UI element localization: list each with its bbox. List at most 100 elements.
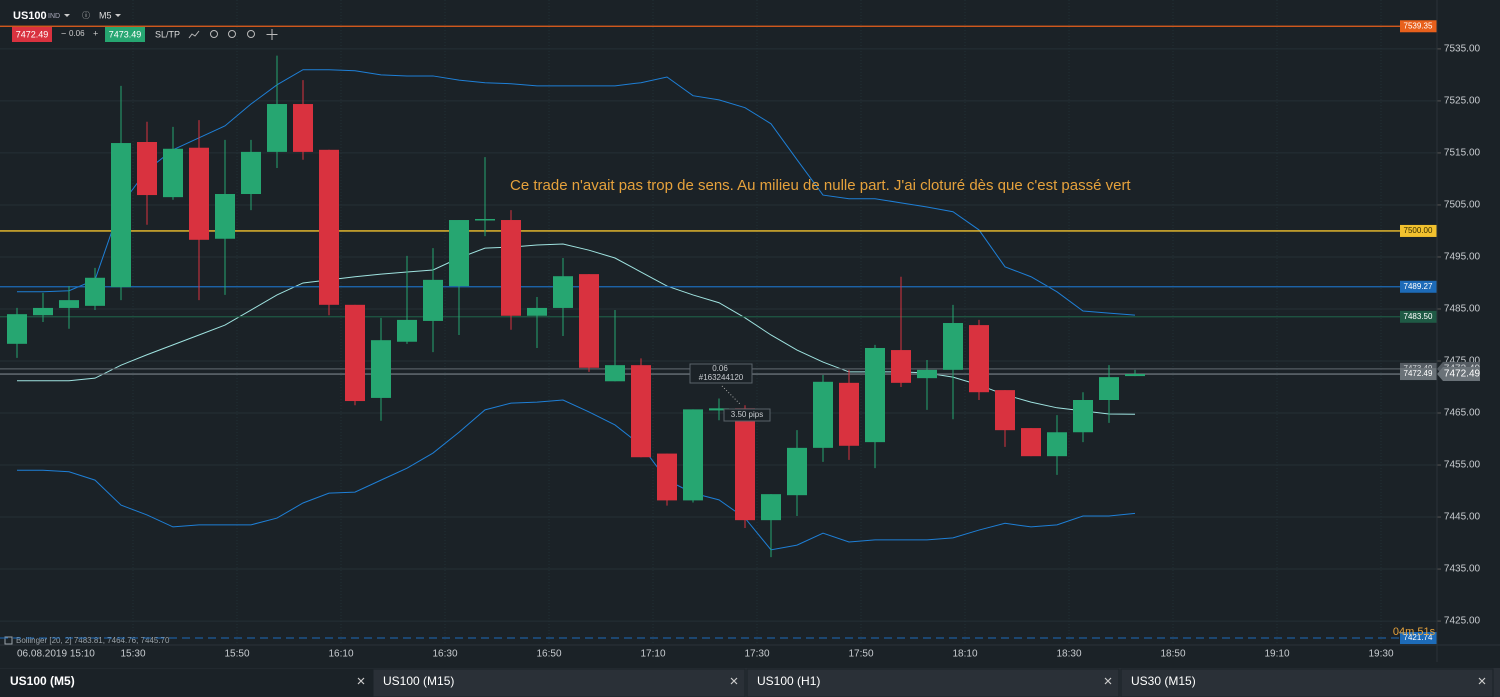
candle-body <box>423 279 443 321</box>
bollinger-lower <box>17 399 1136 551</box>
tab-close[interactable] <box>357 677 365 685</box>
symbol[interactable]: US100 <box>13 10 47 22</box>
candle-body <box>449 220 469 287</box>
countdown: 04m 51s <box>1393 626 1436 638</box>
toolbar-icons[interactable] <box>188 29 278 40</box>
sltp-button[interactable]: SL/TP <box>155 29 180 39</box>
candle-body <box>189 147 209 240</box>
x-tick-label: 16:10 <box>328 649 353 660</box>
candle-body <box>111 143 131 288</box>
price-tag <box>1400 632 1437 645</box>
candle-body <box>59 300 79 308</box>
sell-button[interactable] <box>12 27 52 42</box>
price-tag-label: 7489.27 <box>1404 282 1433 291</box>
order-box[interactable] <box>689 363 753 384</box>
candle-body <box>865 347 885 443</box>
axis-price-tag <box>1437 367 1480 382</box>
minus-button[interactable]: − <box>61 28 66 38</box>
tab-close[interactable] <box>730 677 738 685</box>
candle-body <box>1047 432 1067 457</box>
bollinger-upper <box>17 69 1136 316</box>
candle-body <box>995 390 1015 431</box>
y-tick-label: 7435.00 <box>1444 564 1481 575</box>
candle-body <box>553 276 573 308</box>
bid-price[interactable]: 7472.49 <box>16 29 49 39</box>
tab[interactable] <box>372 668 746 697</box>
candle-body <box>7 314 27 344</box>
candle-body <box>475 218 495 221</box>
y-tick-label: 7465.00 <box>1444 408 1481 419</box>
spread: 0.06 <box>69 29 85 38</box>
indicator-legend: Bollinger [20, 2] 7483.81, 7464.76, 7445… <box>16 636 170 645</box>
x-tick-label: 19:10 <box>1264 649 1289 660</box>
tab-label[interactable]: US100 (H1) <box>757 674 820 688</box>
candle-body <box>1125 374 1145 377</box>
candle-body <box>215 194 235 239</box>
candle-body <box>501 220 521 316</box>
candle-body <box>85 277 105 306</box>
y-tick-label: 7505.00 <box>1444 200 1481 211</box>
tab-label[interactable]: US100 (M15) <box>383 674 454 688</box>
timeframe[interactable]: M5 <box>99 10 112 20</box>
axis-price-label: 7472.49 <box>1444 369 1481 380</box>
pips-box <box>723 408 771 422</box>
x-tick-label: 18:10 <box>952 649 977 660</box>
candle-body <box>345 304 365 402</box>
plus-button[interactable]: + <box>93 28 98 38</box>
price-tag <box>1400 310 1437 323</box>
y-tick-label: 7475.00 <box>1444 356 1481 367</box>
x-tick-label: 06.08.2019 15:10 <box>17 649 95 660</box>
y-tick-label: 7485.00 <box>1444 304 1481 315</box>
candle-body <box>163 148 183 198</box>
order-distance: 3.50 pips <box>731 410 763 419</box>
dropdown-icon[interactable] <box>115 14 121 17</box>
y-tick-label: 7425.00 <box>1444 616 1481 627</box>
timeframe-icon: ⓘ <box>82 11 90 20</box>
candle-body <box>891 350 911 383</box>
y-tick-label: 7535.00 <box>1444 44 1481 55</box>
candle-body <box>527 307 547 316</box>
x-tick-label: 19:30 <box>1368 649 1393 660</box>
candle-body <box>761 494 781 521</box>
price-tag-label: 7483.50 <box>1404 312 1433 321</box>
tab-close[interactable] <box>1478 677 1486 685</box>
tab[interactable] <box>0 668 373 697</box>
candle-body <box>267 104 287 152</box>
y-tick-label: 7455.00 <box>1444 460 1481 471</box>
x-tick-label: 16:50 <box>536 649 561 660</box>
x-tick-label: 15:50 <box>224 649 249 660</box>
candle-body <box>683 409 703 501</box>
candle-body <box>579 274 599 368</box>
candle-body <box>839 382 859 446</box>
candle-body <box>969 325 989 393</box>
ask-price[interactable]: 7473.49 <box>109 29 142 39</box>
candle-body <box>787 447 807 496</box>
candle-body <box>1073 400 1093 433</box>
tab-label[interactable]: US30 (M15) <box>1131 674 1196 688</box>
candle-body <box>735 408 755 521</box>
candle-body <box>917 369 937 379</box>
candle-body <box>319 149 339 305</box>
price-tag <box>1400 20 1437 33</box>
price-tag-label: 7472.49 <box>1404 369 1433 378</box>
y-tick-label: 7525.00 <box>1444 96 1481 107</box>
candle-body <box>397 319 417 342</box>
symbol-kind: IND <box>48 13 60 20</box>
x-tick-label: 17:50 <box>848 649 873 660</box>
price-tag <box>1400 280 1437 293</box>
candle-body <box>137 142 157 196</box>
dropdown-icon[interactable] <box>64 14 70 17</box>
price-tag <box>1400 224 1437 237</box>
candle-body <box>1099 377 1119 401</box>
tab-label[interactable]: US100 (M5) <box>10 674 75 688</box>
candle-body <box>241 151 261 195</box>
x-tick-label: 18:30 <box>1056 649 1081 660</box>
annotation: Ce trade n'avait pas trop de sens. Au mi… <box>510 177 1131 194</box>
tab[interactable] <box>746 668 1120 697</box>
x-tick-label: 18:50 <box>1160 649 1185 660</box>
buy-button[interactable] <box>105 27 145 42</box>
tab-close[interactable] <box>1104 677 1112 685</box>
tab[interactable] <box>1120 668 1494 697</box>
x-tick-label: 17:10 <box>640 649 665 660</box>
